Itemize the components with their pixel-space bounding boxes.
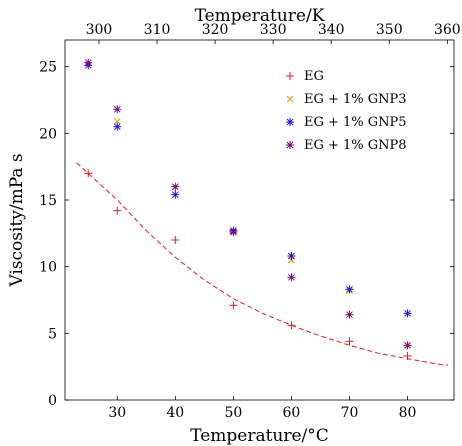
fit-curve-group <box>76 162 449 366</box>
x2-tick-label: 350 <box>376 22 403 38</box>
data-point-s2 <box>403 309 412 318</box>
legend-label: EG <box>304 69 324 84</box>
data-point-s0 <box>287 321 296 330</box>
data-point-s3 <box>113 105 122 114</box>
data-point-s3 <box>84 58 93 67</box>
x-tick-label: 50 <box>224 405 242 421</box>
fit-curve <box>76 162 449 366</box>
legend-label: EG + 1% GNP5 <box>304 115 407 130</box>
x2-tick-label: 300 <box>86 22 113 38</box>
data-point-s0 <box>345 337 354 346</box>
legend: EG EG + 1% GNP3 EG + 1% GNP5 EG + 1% GNP8 <box>278 66 438 164</box>
y-tick-label: 10 <box>39 260 57 276</box>
x-tick-label: 80 <box>399 405 417 421</box>
legend-marker <box>286 141 294 149</box>
top-axis-title: Temperature/K <box>195 6 325 26</box>
data-markers <box>84 58 412 360</box>
legend-label: EG + 1% GNP8 <box>304 138 407 153</box>
data-point-s2 <box>113 122 122 131</box>
legend-label: EG + 1% GNP3 <box>304 92 407 107</box>
axis-ticks <box>65 40 454 401</box>
data-point-s3 <box>345 310 354 319</box>
plot-area <box>64 39 455 401</box>
data-point-s3 <box>171 182 180 191</box>
x-tick-label: 60 <box>283 405 301 421</box>
data-point-s0 <box>171 236 180 244</box>
data-point-s0 <box>84 169 93 178</box>
y-tick-label: 0 <box>48 393 57 409</box>
y-tick-label: 20 <box>39 126 57 142</box>
x-tick-label: 70 <box>341 405 359 421</box>
data-point-s3 <box>403 341 412 350</box>
data-point-s0 <box>229 301 238 310</box>
data-point-s1 <box>113 117 121 125</box>
x2-tick-label: 320 <box>202 22 229 38</box>
x2-tick-label: 340 <box>318 22 345 38</box>
x2-tick-label: 330 <box>260 22 287 38</box>
data-point-s2 <box>345 285 354 294</box>
data-point-s0 <box>113 206 122 215</box>
y-tick-label: 5 <box>48 326 57 342</box>
tick-labels: 30 40 50 60 70 80 300 310 320 330 340 350 360 0 5 10 15 2… <box>39 22 461 421</box>
plot-frame <box>64 39 455 401</box>
legend-marker <box>286 72 294 80</box>
data-point-s0 <box>403 352 412 360</box>
legend-box <box>278 66 438 164</box>
y-axis-title: Viscosity/mPa s <box>7 153 27 287</box>
y-tick-label: 25 <box>39 60 57 76</box>
x-tick-label: 40 <box>166 405 184 421</box>
x-axis-title: Temperature/°C <box>190 426 329 446</box>
data-point-s2 <box>171 190 180 199</box>
data-point-s3 <box>229 228 238 236</box>
data-point-s2 <box>287 252 296 260</box>
data-point-s3 <box>287 273 296 282</box>
x-tick-label: 30 <box>108 405 126 421</box>
x2-tick-label: 310 <box>144 22 171 38</box>
x2-tick-label: 360 <box>434 22 461 38</box>
legend-marker <box>286 118 294 126</box>
y-tick-label: 15 <box>39 193 57 209</box>
legend-marker <box>286 95 294 103</box>
